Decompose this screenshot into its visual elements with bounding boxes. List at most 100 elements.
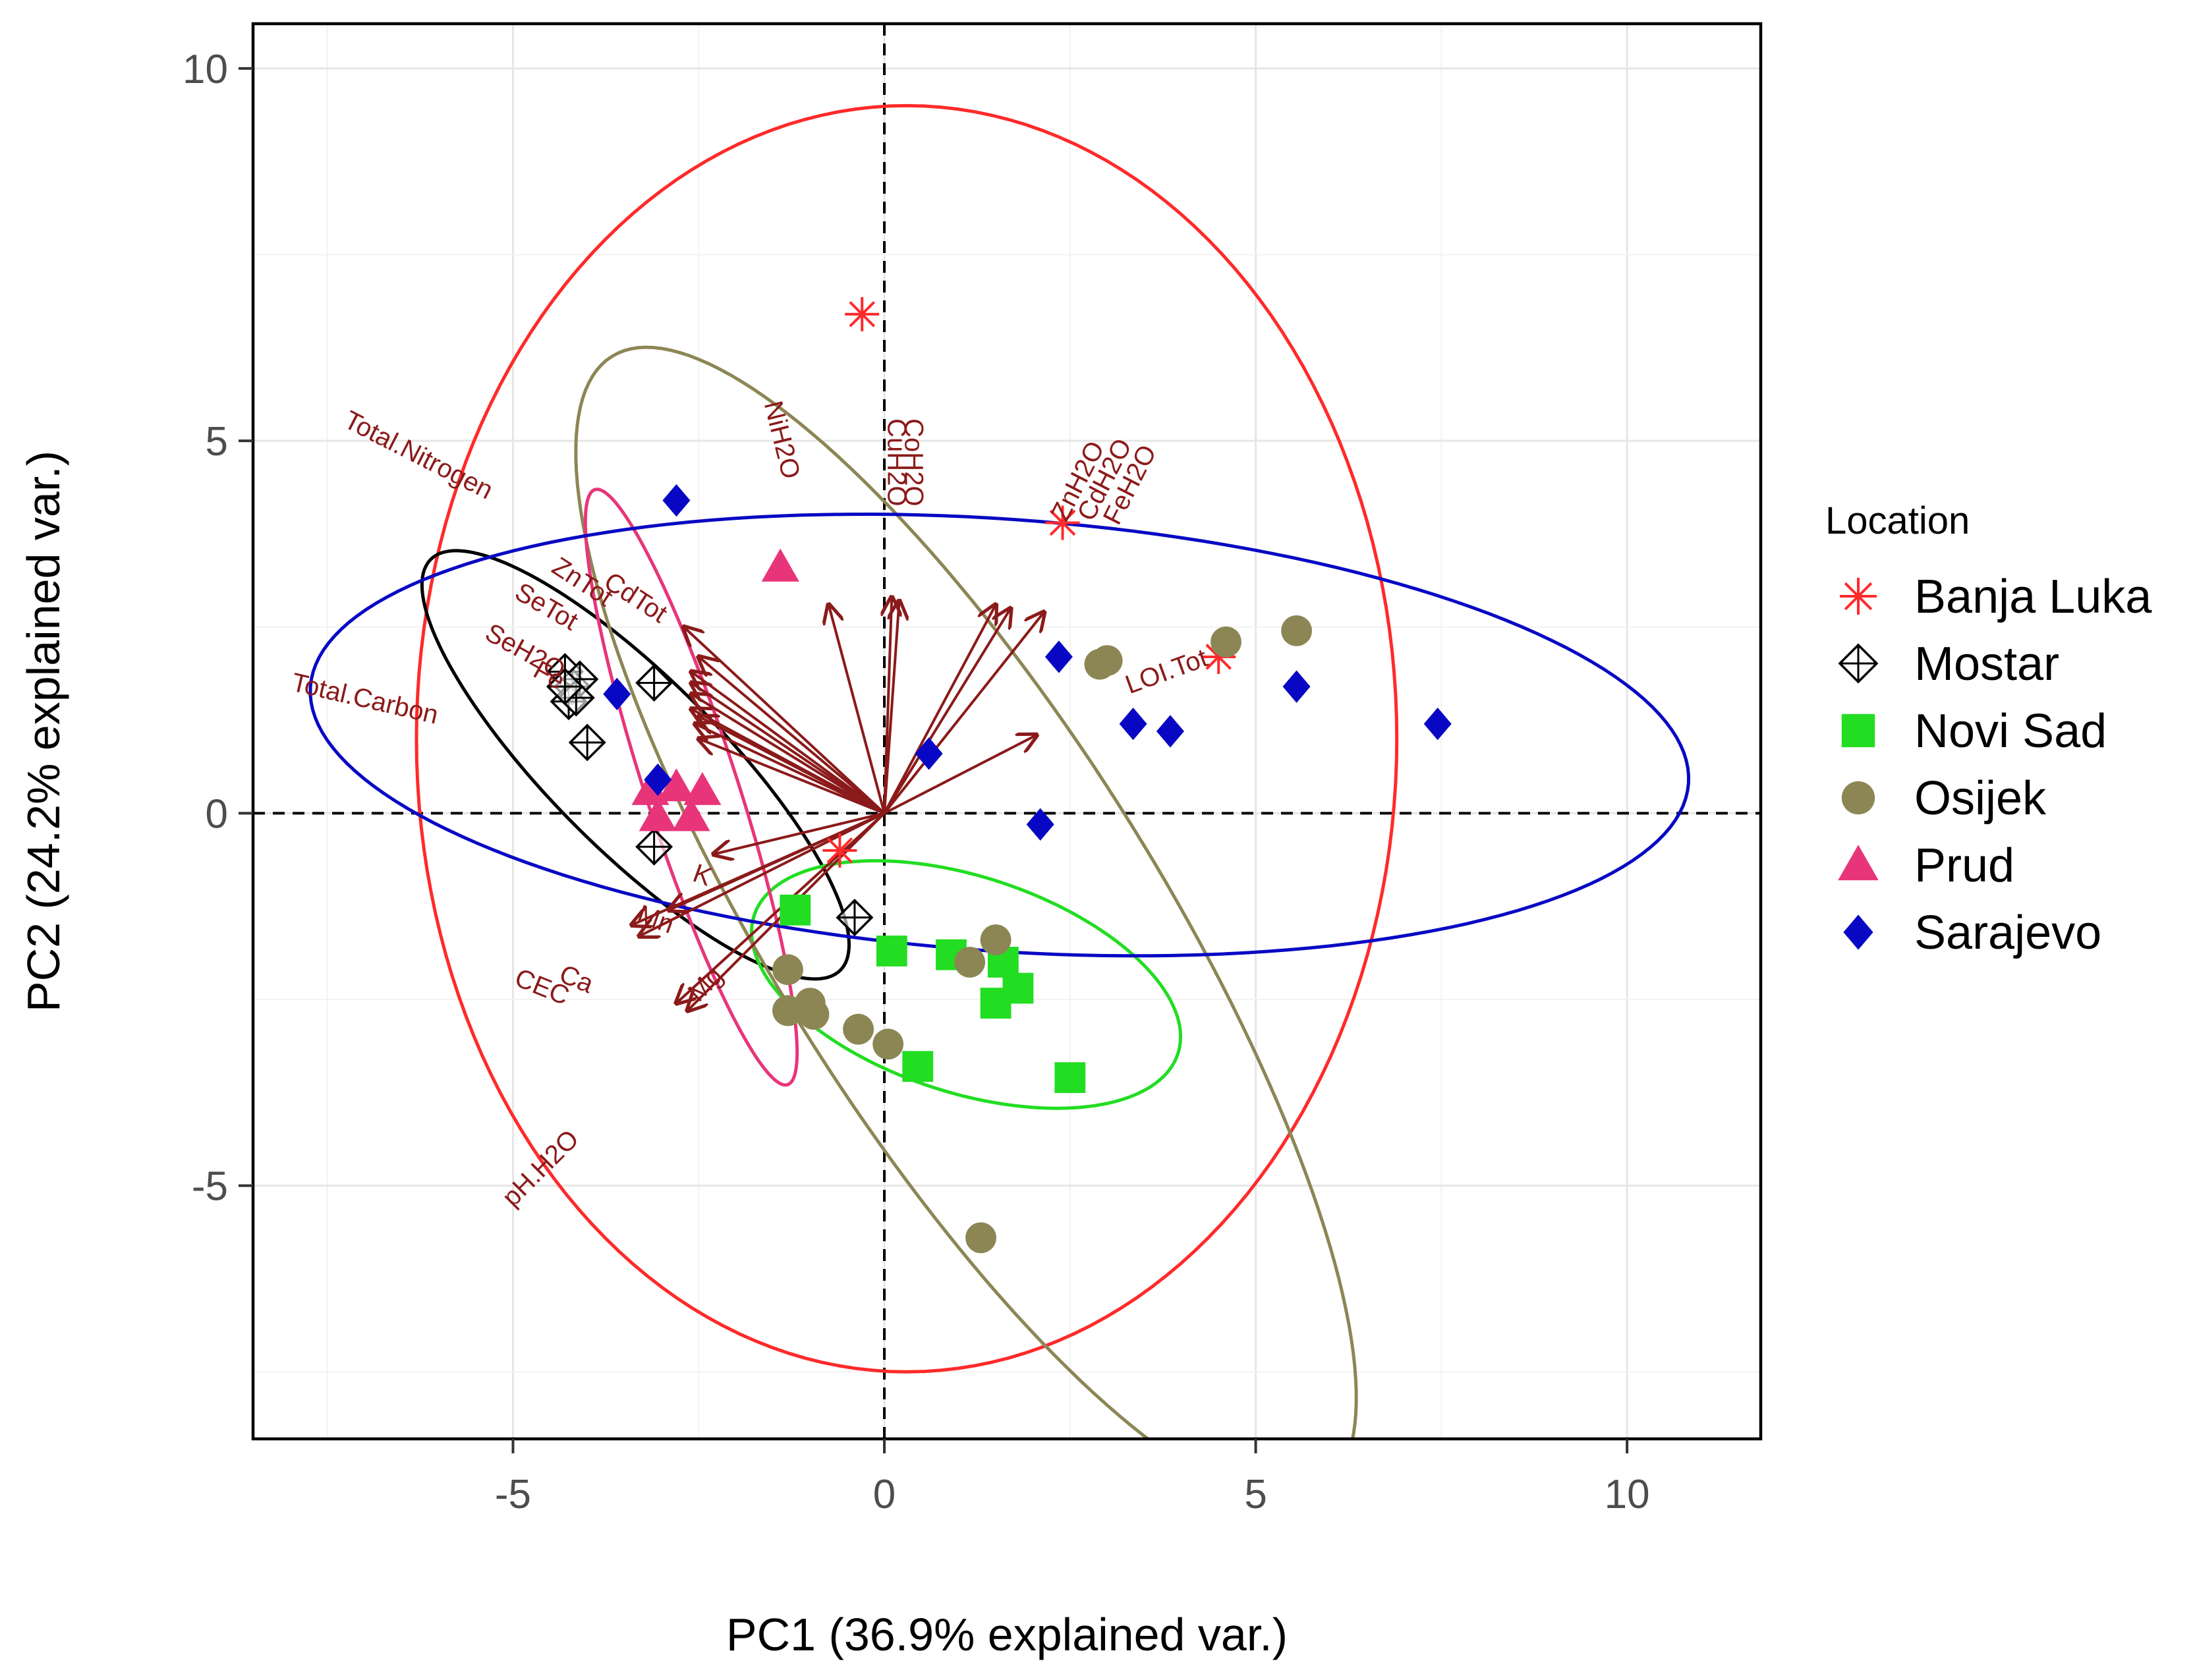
reference-lines (253, 24, 1761, 1439)
point-sarajevo (603, 677, 631, 711)
point-mostar (635, 664, 673, 702)
point-osijek (1091, 645, 1123, 676)
point-prud (639, 798, 677, 831)
circle-shape (872, 1028, 904, 1060)
plot-panel-border (251, 22, 1763, 1441)
point-sarajevo (1044, 640, 1073, 673)
legend-label-novi-sad: Novi Sad (1914, 705, 2107, 758)
point-osijek (798, 999, 830, 1030)
point-prud (683, 771, 722, 805)
triangle-shape (672, 798, 710, 831)
legend-entry-prud: Prud (1838, 839, 2014, 892)
circle-shape (1211, 626, 1241, 658)
triangle-shape (761, 548, 799, 582)
circle-shape (954, 947, 986, 978)
diamond-shape (1119, 707, 1147, 741)
loading-arrows (632, 598, 1044, 1011)
point-mostar (546, 667, 584, 706)
y-axis-title: PC2 (24.2% explained var.) (18, 451, 69, 1012)
loading-arrow-zntot (691, 672, 886, 814)
loading-arrow-nih2o (828, 605, 886, 814)
point-osijek (872, 1028, 904, 1060)
loading-arrow-setot (691, 694, 886, 815)
circle-shape (980, 924, 1012, 955)
point-osijek (954, 947, 986, 978)
diamond-shape (915, 737, 943, 770)
loading-arrow-cotot (691, 683, 886, 815)
y-tick-label: 0 (206, 791, 228, 837)
loading-label-coh2o: CoH2O (899, 418, 928, 506)
square-shape (980, 988, 1012, 1019)
loading-arrow-znh2o (883, 605, 996, 814)
point-novi-sad (1054, 1062, 1086, 1094)
x-tick-label: -5 (495, 1472, 531, 1517)
circle-shape (1281, 615, 1312, 646)
legend-key-novi-sad (1841, 714, 1875, 748)
loading-arrow-cdtot (698, 657, 886, 814)
loading-label-cuh2o: CuH2O (882, 418, 911, 506)
ellipse-osijek (574, 345, 1358, 1439)
point-osijek (843, 1013, 874, 1045)
point-sarajevo (1119, 707, 1147, 741)
point-prud (657, 768, 696, 802)
diamond-shape (1423, 707, 1452, 741)
axes: -5 0 5 10 -5 0 5 10 (183, 47, 1650, 1517)
loading-arrow-k (714, 812, 885, 854)
y-tick-label: 5 (206, 419, 228, 464)
ellipse-sarajevo (308, 512, 1691, 958)
circle-shape (1091, 645, 1123, 676)
asterisk-stroke (1844, 582, 1873, 611)
loading-arrow-cec (632, 812, 885, 925)
legend-entry-banja-luka: Banja Luka (1840, 571, 2152, 623)
diamond-shape (644, 763, 672, 797)
point-novi-sad (876, 936, 907, 966)
asterisk-stroke (826, 837, 853, 864)
square-shape (1054, 1062, 1086, 1094)
x-tick-label: 10 (1605, 1472, 1650, 1517)
ellipse-prud (583, 488, 799, 1087)
point-osijek (772, 954, 803, 986)
legend-entry-novi-sad: Novi Sad (1841, 705, 2107, 758)
loading-arrow-loi-tot (884, 735, 1037, 815)
diamond-shape (1282, 670, 1311, 703)
legend-key-osijek (1841, 781, 1875, 815)
grid (253, 24, 1761, 1439)
diamond-shape (603, 677, 631, 711)
loading-arrow-coh2o (883, 601, 899, 814)
loading-label-total-nitrogen: Total.Nitrogen (339, 405, 498, 505)
loading-label-k: K (689, 858, 716, 892)
triangle-shape (1838, 845, 1879, 881)
point-novi-sad (780, 894, 811, 926)
loading-arrow-ca (639, 812, 885, 936)
legend-key-mostar (1838, 643, 1879, 684)
data-points (546, 296, 1452, 1254)
circle-shape (772, 954, 803, 986)
point-banja-luka (822, 833, 857, 868)
circle-shape (965, 1222, 996, 1254)
legend-label-mostar: Mostar (1914, 638, 2059, 690)
asterisk-stroke (849, 301, 876, 327)
point-prud (672, 798, 710, 831)
diamond-shape (662, 484, 691, 517)
circle-shape (798, 999, 830, 1030)
diamond-shape (1843, 914, 1873, 950)
square-shape (1841, 714, 1875, 748)
loading-arrow-feh2o (883, 612, 1044, 814)
point-mostar (836, 899, 874, 937)
triangle-shape (683, 771, 722, 805)
diamond-shape (1026, 808, 1054, 841)
legend-entry-sarajevo: Sarajevo (1843, 907, 2101, 959)
point-osijek (965, 1222, 996, 1254)
point-sarajevo (1282, 670, 1311, 703)
legend-entry-osijek: Osijek (1841, 772, 2047, 825)
y-tick-label: 10 (183, 47, 228, 92)
confidence-ellipses (308, 103, 1691, 1439)
loading-arrow-nitot (695, 724, 885, 815)
square-shape (876, 936, 907, 966)
x-tick-label: 5 (1244, 1472, 1267, 1517)
legend: Location Banja Luka Mostar Novi Sad Osijek P… (1825, 499, 2152, 959)
square-shape (902, 1051, 934, 1082)
point-osijek (1281, 615, 1312, 646)
diamond-shape (1044, 640, 1073, 673)
